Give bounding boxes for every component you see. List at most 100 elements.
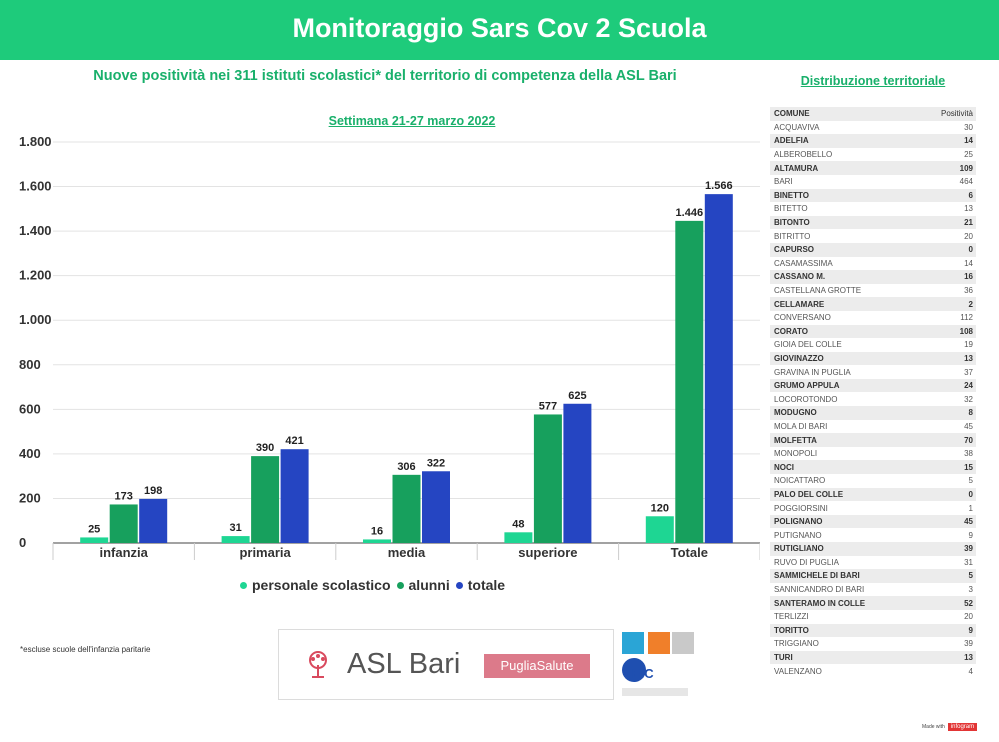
- data-label: 25: [88, 523, 100, 535]
- table-row: RUVO DI PUGLIA 31: [770, 556, 976, 570]
- legend-label: alunni: [408, 577, 450, 593]
- cell-positivita: 52: [964, 598, 973, 608]
- cell-comune: RUVO DI PUGLIA: [774, 557, 839, 567]
- table-row: POGGIORSINI 1: [770, 501, 976, 515]
- data-label: 390: [256, 442, 274, 454]
- cell-comune: TRIGGIANO: [774, 639, 819, 649]
- cell-positivita: 37: [964, 367, 973, 377]
- cell-positivita: 20: [964, 231, 973, 241]
- cell-comune: ADELFIA: [774, 136, 809, 146]
- table-row: CASSANO M. 16: [770, 270, 976, 284]
- x-tick-label: superiore: [518, 545, 577, 560]
- cell-comune: SANNICANDRO DI BARI: [774, 585, 865, 595]
- data-label: 16: [371, 525, 383, 537]
- cell-comune: CONVERSANO: [774, 313, 831, 323]
- table-row: TERLIZZI 20: [770, 610, 976, 624]
- cell-positivita: 14: [964, 258, 973, 268]
- cell-comune: BARI: [774, 177, 793, 187]
- cell-comune: ALBEROBELLO: [774, 150, 833, 160]
- x-tick-label: infanzia: [99, 545, 148, 560]
- table-row: CORATO 108: [770, 324, 976, 339]
- eic-logo: EIC: [618, 630, 696, 700]
- legend-label: personale scolastico: [252, 577, 391, 593]
- cell-comune: GIOIA DEL COLLE: [774, 340, 842, 350]
- cell-positivita: 45: [964, 421, 973, 431]
- cell-positivita: 70: [964, 435, 973, 445]
- bar-totale-Totale: [704, 194, 733, 543]
- table-row: RUTIGLIANO 39: [770, 542, 976, 556]
- data-label: 198: [144, 485, 162, 497]
- cell-positivita: 0: [968, 489, 973, 499]
- table-row: GRAVINA IN PUGLIA 37: [770, 365, 976, 379]
- data-label: 1.446: [676, 207, 704, 219]
- table-row: BARI 464: [770, 175, 976, 189]
- cell-comune: BINETTO: [774, 190, 809, 200]
- table-row: CAPURSO 0: [770, 242, 976, 257]
- legend-dot-icon: [240, 581, 247, 589]
- data-label: 1.566: [705, 180, 733, 192]
- x-tick-label: primaria: [239, 545, 291, 560]
- cell-comune: CORATO: [774, 326, 808, 336]
- bar-alunni-superiore: [533, 414, 562, 543]
- table-row: CONVERSANO 112: [770, 311, 976, 325]
- table-row: NOICATTARO 5: [770, 474, 976, 488]
- cell-positivita: 13: [964, 204, 973, 214]
- table-row: BITETTO 13: [770, 202, 976, 216]
- data-label: 173: [115, 490, 133, 502]
- cell-comune: BITETTO: [774, 204, 808, 214]
- table-row: SANNICANDRO DI BARI 3: [770, 583, 976, 597]
- table-row: VALENZANO 4: [770, 664, 976, 678]
- cell-comune: MOLA DI BARI: [774, 421, 828, 431]
- table-row: PALO DEL COLLE 0: [770, 487, 976, 502]
- eic-text: EIC: [632, 666, 654, 681]
- made-with-infogram[interactable]: Made with infogram: [922, 723, 978, 731]
- bar-totale-media: [422, 471, 450, 543]
- cell-comune: VALENZANO: [774, 666, 822, 676]
- cell-positivita: 0: [968, 245, 973, 255]
- cell-comune: MODUGNO: [774, 408, 817, 418]
- y-tick-label: 1.400: [19, 223, 52, 238]
- cell-positivita: 21: [964, 218, 973, 228]
- bar-personale-scolastico-media: [363, 539, 391, 543]
- cell-positivita: 6: [968, 190, 973, 200]
- cell-comune: TERLIZZI: [774, 612, 809, 622]
- cell-comune: GIOVINAZZO: [774, 353, 824, 363]
- cell-positivita: 2: [968, 299, 973, 309]
- cell-positivita: 36: [964, 286, 973, 296]
- cell-comune: CELLAMARE: [774, 299, 825, 309]
- table-row: SAMMICHELE DI BARI 5: [770, 569, 976, 583]
- cell-positivita: 20: [964, 612, 973, 622]
- page-title: Monitoraggio Sars Cov 2 Scuola: [292, 13, 707, 43]
- table-row: MONOPOLI 38: [770, 447, 976, 461]
- data-label: 306: [397, 461, 415, 473]
- made-with-label: Made with: [922, 724, 945, 730]
- cell-comune: BITONTO: [774, 218, 810, 228]
- distribution-table: COMUNE Positività ACQUAVIVA 30 ADELFIA 14 ALBE…: [770, 107, 976, 678]
- y-tick-label: 800: [19, 357, 41, 372]
- cell-comune: TURI: [774, 653, 793, 663]
- table-row: CASAMASSIMA 14: [770, 257, 976, 271]
- cell-comune: RUTIGLIANO: [774, 544, 824, 554]
- bar-personale-scolastico-infanzia: [80, 537, 109, 543]
- cell-comune: POLIGNANO: [774, 517, 823, 527]
- data-label: 577: [539, 400, 557, 412]
- cell-comune: MOLFETTA: [774, 435, 817, 445]
- cell-comune: TORITTO: [774, 625, 809, 635]
- cell-comune: BITRITTO: [774, 231, 811, 241]
- bar-personale-scolastico-primaria: [221, 536, 250, 543]
- bar-alunni-infanzia: [109, 504, 138, 543]
- cell-positivita: 9: [968, 625, 973, 635]
- bar-totale-primaria: [280, 449, 309, 543]
- cell-positivita: 112: [960, 313, 973, 323]
- eic-emblem-icon: [622, 632, 694, 696]
- bar-totale-infanzia: [139, 498, 168, 543]
- cell-comune: CASTELLANA GROTTE: [774, 286, 862, 296]
- table-row: BITRITTO 20: [770, 229, 976, 243]
- cell-comune: GRUMO APPULA: [774, 381, 840, 391]
- distribution-title: Distribuzione territoriale: [800, 74, 946, 88]
- cell-positivita: 25: [964, 150, 973, 160]
- y-tick-label: 1.800: [19, 134, 52, 149]
- asl-bari-logo-text: ASL Bari: [347, 648, 461, 680]
- cell-comune: ACQUAVIVA: [774, 122, 820, 132]
- cell-positivita: 5: [968, 571, 973, 581]
